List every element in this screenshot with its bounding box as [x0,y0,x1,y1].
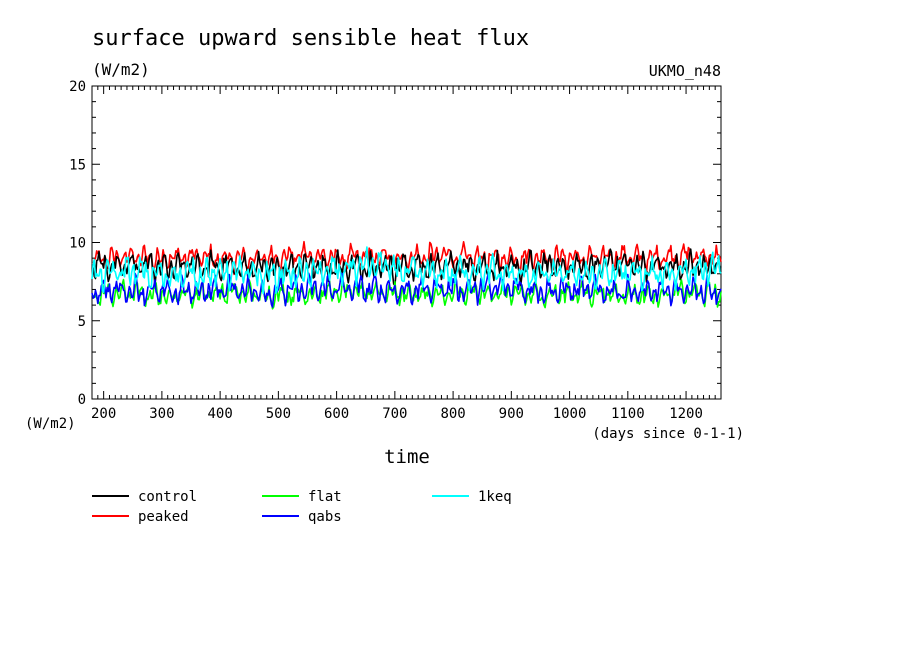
legend-label-control: control [138,489,197,505]
plot-frame [91,85,722,400]
y-tick-label: 0 [78,392,86,408]
y-axis-ticks: 0 5 10 15 20 [69,79,721,408]
x-units-label: (days since 0-1-1) [592,426,744,442]
x-tick-label: 600 [324,406,349,422]
minor-ticks [92,86,721,399]
y-tick-label: 20 [69,79,86,95]
x-tick-label: 300 [149,406,174,422]
x-tick-label: 900 [499,406,524,422]
source-label: UKMO_n48 [649,62,721,80]
legend-label-1keq: 1keq [478,489,512,505]
legend: control peaked flat qabs 1keq [92,489,512,525]
x-tick-label: 400 [207,406,232,422]
x-axis-label: time [384,446,430,468]
x-axis-ticks: 200 300 400 500 600 700 800 900 1000 1100 1200 [91,86,703,422]
x-tick-label: 700 [382,406,407,422]
x-tick-label: 1100 [611,406,645,422]
chart-title: surface upward sensible heat flux [92,26,529,51]
series-line-1keq [91,246,722,295]
units-label: (W/m2) [92,60,150,79]
legend-label-peaked: peaked [138,509,189,525]
y-tick-label: 5 [78,314,86,330]
x-tick-label: 800 [440,406,465,422]
y-axis-label: (W/m2) [25,416,76,432]
y-tick-label: 10 [69,236,86,252]
x-tick-label: 500 [266,406,291,422]
x-tick-label: 200 [91,406,116,422]
series-lines [91,240,722,310]
y-tick-label: 15 [69,157,86,173]
legend-label-flat: flat [308,489,342,505]
legend-label-qabs: qabs [308,509,342,525]
x-tick-label: 1000 [553,406,587,422]
x-tick-label: 1200 [669,406,703,422]
